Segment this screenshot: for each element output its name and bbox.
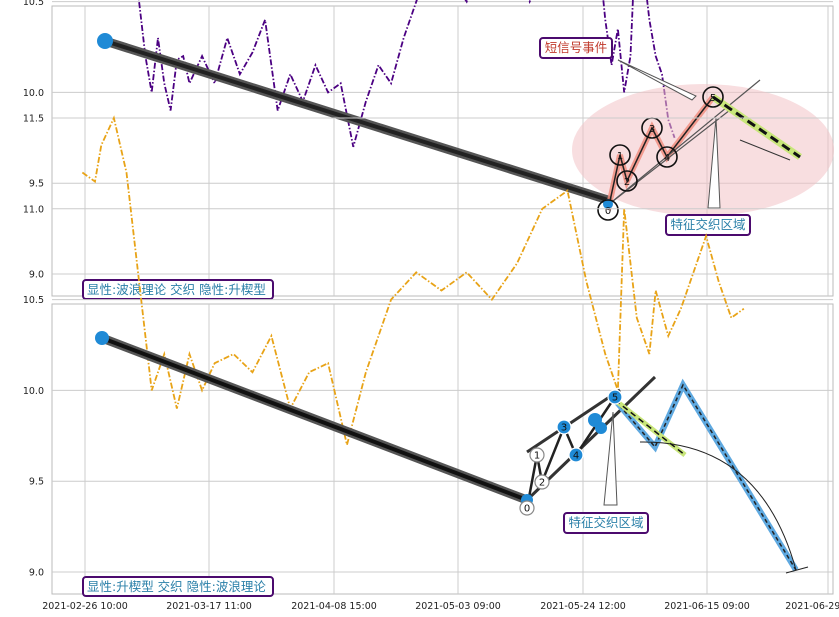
price-series [81, 115, 745, 446]
wave-label: 3 [561, 423, 567, 434]
wedge-lower-line [526, 388, 621, 454]
signal-line [712, 95, 801, 159]
x-tick-label: 2021-03-17 11:00 [166, 601, 252, 612]
x-tick-label: 2021-04-08 15:00 [291, 601, 377, 612]
wave-label: 2 [624, 177, 630, 188]
zone-label-box [563, 512, 649, 534]
projection-tick [785, 566, 809, 574]
wave-label-circle [529, 447, 545, 463]
x-tick-label: 2021-02-26 10:00 [42, 601, 128, 612]
wave-label-circle [568, 447, 584, 463]
wave-label: 5 [612, 393, 618, 404]
projection-tick [739, 139, 791, 161]
y-tick-label: 10.5 [23, 295, 44, 306]
y-tick-label: 11.0 [23, 204, 44, 215]
wave-label: 0 [605, 206, 611, 217]
signal-label: 短信号事件 [545, 40, 608, 55]
zone-label: 特征交织区域 [670, 217, 745, 232]
footer-label-box [82, 576, 274, 597]
wave-label: 2 [539, 478, 545, 489]
footer-label: 显性:升楔型 交织 隐性:波浪理论 [87, 579, 266, 594]
start-point-marker [95, 331, 109, 345]
zone-arrow [707, 117, 721, 209]
wave-label: 1 [534, 451, 540, 462]
x-tick-label: 2021-06-29 12:00 [785, 601, 839, 612]
trend-line [100, 336, 529, 502]
y-tick-label: 9.0 [29, 568, 44, 579]
projection-curve [639, 441, 797, 571]
wave-label-circle [519, 500, 535, 516]
wave-label-circle [656, 146, 678, 168]
zone-arrow [603, 411, 618, 506]
wave-label-circle [607, 389, 623, 405]
wave-label: 3 [649, 124, 655, 135]
wave-label-circle [702, 86, 724, 108]
top-panel: 9.0 9.5 10.0 10.5 11.0 11.5 0 1 2 3 4 5 短信号事件特征交织区域显… [23, 0, 834, 300]
signal-label-box [539, 37, 613, 59]
signal-arrow [617, 59, 697, 101]
x-tick-label: 2021-06-15 09:00 [664, 601, 750, 612]
wave-label-circle [616, 170, 638, 192]
y-tick-label: 9.0 [29, 270, 44, 281]
x-axis-ticks: 2021-02-26 10:00 2021-03-17 11:00 2021-04-… [42, 601, 839, 612]
y-tick-label: 10.5 [23, 0, 44, 8]
zone-label-box [665, 214, 751, 236]
wave-label: 4 [664, 153, 670, 164]
x-tick-label: 2021-05-03 09:00 [415, 601, 501, 612]
trend-line [103, 39, 610, 202]
wedge-upper-line [607, 79, 761, 206]
bottom-panel: 9.0 9.5 10.0 10.5 11.0 11.5 0 1 2 3 4 5 特征交织区域显性:升楔型… [23, 114, 834, 597]
wave-marker [603, 199, 613, 209]
wave-path [525, 396, 617, 509]
x-tick-label: 2021-05-24 12:00 [540, 601, 626, 612]
wave-label-circle [609, 144, 631, 166]
zone-label: 特征交织区域 [568, 515, 643, 530]
wave-label: 1 [617, 151, 623, 162]
wedge-lower-line [607, 109, 731, 206]
plot-area [51, 303, 834, 595]
start-point-marker [97, 33, 113, 49]
wave-label-circle [534, 474, 550, 490]
wave-label-circle [556, 419, 572, 435]
y-tick-label: 9.5 [29, 477, 44, 488]
footer-label-box [82, 279, 274, 300]
footer-label: 显性:波浪理论 交织 隐性:升楔型 [87, 282, 266, 297]
y-tick-label: 11.5 [23, 114, 44, 125]
y-tick-label: 10.0 [23, 386, 44, 397]
projection-path [614, 383, 797, 571]
wave-marker [595, 422, 607, 434]
y-tick-label: 10.0 [23, 88, 44, 99]
signal-line [614, 399, 686, 456]
wave-label-circle [597, 199, 619, 221]
wave-label: 0 [524, 504, 530, 515]
wave-label: 4 [573, 451, 579, 462]
wave-label: 5 [710, 93, 716, 104]
y-tick-label: 9.5 [29, 179, 44, 190]
